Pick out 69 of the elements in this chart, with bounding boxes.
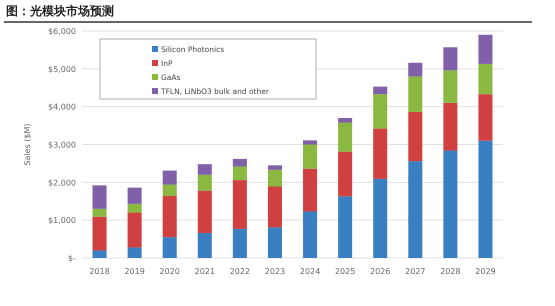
bar: [92, 208, 107, 217]
bar: [478, 94, 492, 141]
x-tick-label: 2018: [89, 267, 110, 276]
bar: [162, 170, 177, 185]
bar: [198, 233, 212, 258]
bar: [232, 228, 247, 258]
y-tick-label: $3,000: [48, 140, 76, 150]
bar: [338, 152, 352, 196]
bar: [128, 212, 142, 248]
bar: [232, 180, 247, 229]
bar: [408, 76, 422, 112]
bar: [373, 128, 388, 179]
bar: [478, 64, 492, 94]
bar: [268, 227, 282, 258]
y-tick-label: $5,000: [48, 64, 76, 74]
bar: [232, 166, 247, 180]
bar: [162, 184, 177, 196]
x-tick-label: 2022: [230, 267, 250, 276]
bar: [92, 216, 107, 250]
bar: [338, 122, 352, 152]
bar: [338, 118, 352, 123]
bar: [408, 62, 422, 76]
bar: [198, 164, 212, 175]
bar: [232, 158, 247, 166]
bar: [443, 102, 458, 151]
bar: [92, 185, 107, 209]
bar: [303, 211, 318, 258]
bar: [92, 250, 107, 258]
bar: [373, 86, 388, 94]
bar: [198, 174, 212, 191]
x-tick-label: 2021: [194, 267, 215, 276]
x-tick-label: 2026: [370, 267, 390, 276]
bar: [268, 170, 282, 186]
x-tick-label: 2027: [405, 267, 426, 276]
y-axis-title: Sales ($M): [23, 123, 32, 166]
x-tick-label: 2028: [440, 267, 461, 276]
bar: [303, 144, 318, 169]
bar: [373, 178, 388, 258]
bar: [338, 196, 352, 258]
bar: [478, 34, 492, 64]
bar: [373, 94, 388, 129]
x-tick-label: 2019: [124, 267, 145, 276]
bar: [443, 47, 458, 70]
x-tick-label: 2024: [300, 267, 320, 276]
x-tick-label: 2020: [160, 267, 180, 276]
bar: [162, 196, 177, 238]
x-tick-label: 2025: [334, 267, 356, 276]
bar: [268, 165, 282, 170]
bar: [443, 70, 458, 103]
bar: [128, 188, 142, 204]
y-tick-label: $2,000: [48, 178, 76, 188]
y-tick-label: $6,000: [48, 27, 76, 36]
bar: [408, 112, 422, 162]
bar: [128, 204, 142, 213]
y-tick-label: $1,000: [48, 216, 76, 226]
bar: [408, 161, 422, 258]
x-tick-label: 2023: [264, 267, 286, 276]
bar: [268, 186, 282, 228]
y-tick-label: $-: [68, 254, 76, 263]
bar: [478, 140, 492, 258]
bar: [303, 140, 318, 144]
bar: [162, 237, 177, 258]
bar: [303, 168, 318, 212]
x-tick-label: 2029: [475, 267, 496, 276]
y-tick-label: $4,000: [48, 102, 76, 112]
chart-title: 图：光模块市场预测: [6, 4, 114, 18]
bar: [443, 150, 458, 258]
bar: [198, 190, 212, 234]
bar: [128, 247, 142, 258]
